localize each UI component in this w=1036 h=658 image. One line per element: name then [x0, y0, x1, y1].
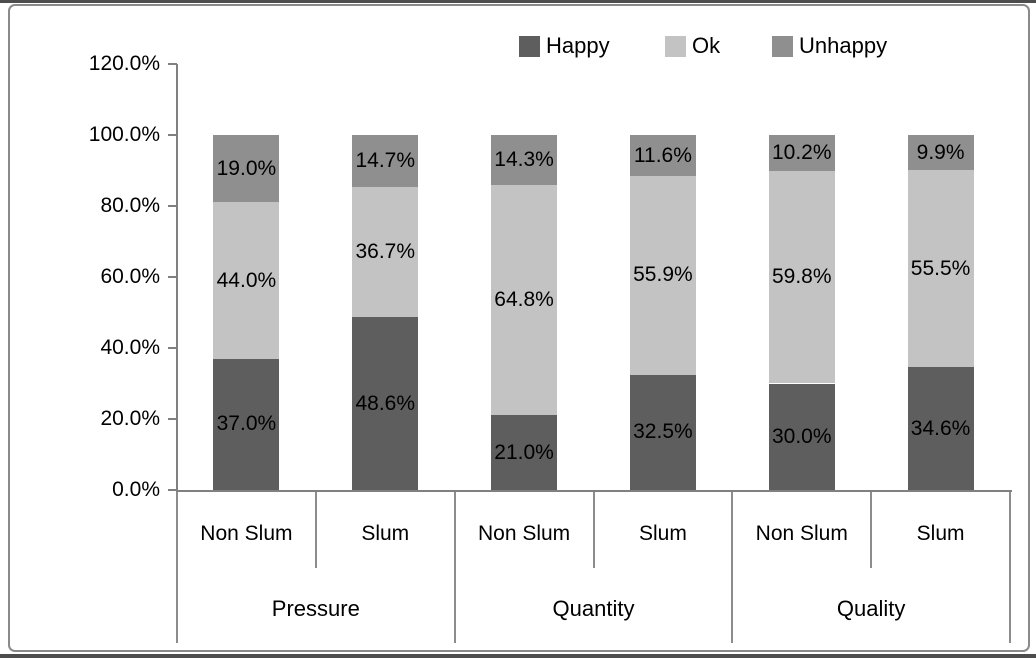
segment-value-label: 55.9%	[633, 263, 693, 287]
legend-item-ok: Ok	[665, 34, 720, 58]
y-tick-label: 120.0%	[88, 52, 160, 75]
group-separator-line	[1009, 492, 1011, 643]
segment-value-label: 64.8%	[494, 288, 554, 312]
segment-value-label: 14.3%	[494, 148, 554, 172]
y-axis-tick	[168, 418, 177, 420]
y-axis-line	[176, 64, 178, 492]
x-axis-group-label: Quantity	[552, 596, 635, 621]
segment-value-label: 9.9%	[916, 140, 965, 164]
group-separator-line	[453, 492, 456, 643]
bottom-border-line	[0, 654, 1036, 658]
legend-label-happy: Happy	[546, 33, 610, 58]
legend-swatch-happy-icon	[519, 35, 540, 57]
segment-value-label: 34.6%	[910, 416, 971, 440]
y-axis-tick	[168, 347, 177, 349]
segment-value-label: 44.0%	[216, 268, 277, 292]
bar-segment-ok	[907, 170, 974, 368]
segment-value-label: 21.0%	[494, 440, 554, 464]
segment-value-label: 36.7%	[355, 240, 416, 264]
group-separator-line	[731, 492, 734, 643]
bar-segment-ok	[352, 187, 419, 318]
legend-item-unhappy: Unhappy	[772, 34, 887, 58]
segment-value-label: 59.8%	[771, 265, 832, 289]
segment-value-label: 32.5%	[633, 420, 693, 444]
segment-value-label: 19.0%	[216, 156, 277, 180]
y-axis-tick	[168, 205, 177, 207]
bar-segment-happy	[629, 374, 696, 490]
bar-segment-happy	[907, 367, 974, 490]
y-tick-label: 80.0%	[100, 194, 160, 217]
y-tick-label: 20.0%	[100, 407, 160, 430]
segment-value-label: 10.2%	[771, 141, 832, 165]
chart-frame	[8, 4, 1030, 652]
bar-segment-unhappy	[907, 135, 974, 171]
y-axis-tick	[168, 276, 177, 278]
legend-swatch-ok-icon	[665, 35, 686, 57]
bar-segment-unhappy	[352, 135, 419, 188]
y-tick-label: 100.0%	[88, 123, 160, 146]
group-separator-line	[176, 492, 178, 643]
x-axis-group-label: Pressure	[271, 596, 360, 621]
bar-segment-ok	[491, 185, 558, 416]
y-axis-tick	[168, 134, 177, 136]
subcolumn-separator-line	[314, 492, 317, 568]
legend-item-happy: Happy	[519, 34, 610, 58]
x-axis-line	[176, 490, 1012, 492]
y-tick-label: 0.0%	[112, 478, 160, 501]
legend-swatch-unhappy-icon	[772, 35, 793, 57]
bar-segment-unhappy	[491, 134, 558, 186]
bar-segment-happy	[213, 358, 280, 490]
x-axis-subcolumn-label: Slum	[916, 522, 965, 545]
top-border-line	[0, 0, 1036, 3]
segment-value-label: 14.7%	[355, 149, 416, 173]
bar-segment-ok	[629, 176, 696, 375]
y-tick-label: 60.0%	[100, 265, 160, 288]
segment-value-label: 48.6%	[355, 391, 416, 415]
bar-segment-unhappy	[629, 135, 696, 177]
segment-value-label: 30.0%	[771, 424, 832, 448]
bar-segment-unhappy	[213, 135, 280, 203]
x-axis-subcolumn-label: Slum	[361, 522, 410, 545]
x-axis-subcolumn-label: Non Slum	[477, 522, 571, 545]
y-tick-label: 40.0%	[100, 336, 160, 359]
y-axis-tick	[168, 63, 177, 65]
x-axis-subcolumn-label: Slum	[638, 522, 687, 545]
x-axis-group-label: Quality	[836, 596, 906, 621]
segment-value-label: 55.5%	[910, 256, 971, 280]
y-axis-tick	[168, 489, 177, 491]
bar-segment-happy	[768, 383, 835, 490]
subcolumn-separator-line	[592, 492, 595, 568]
segment-value-label: 11.6%	[633, 143, 692, 167]
x-axis-subcolumn-label: Non Slum	[755, 522, 848, 545]
x-axis-subcolumn-label: Non Slum	[200, 522, 293, 545]
bar-segment-ok	[213, 202, 280, 359]
bar-segment-happy	[352, 317, 419, 490]
subcolumn-separator-line	[870, 492, 873, 568]
bar-segment-unhappy	[768, 135, 835, 172]
bar-segment-ok	[768, 171, 835, 384]
bar-segment-happy	[491, 415, 558, 490]
legend-label-unhappy: Unhappy	[799, 33, 888, 58]
legend-label-ok: Ok	[692, 33, 721, 58]
segment-value-label: 37.0%	[216, 412, 277, 436]
